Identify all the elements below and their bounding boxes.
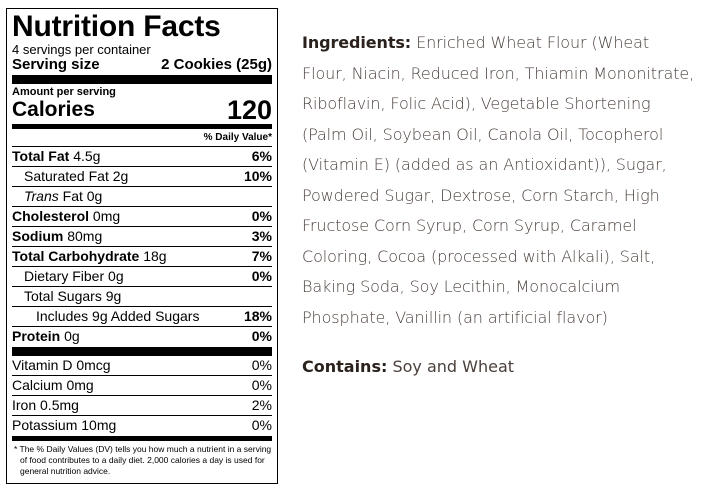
calories-value: 120	[226, 95, 272, 125]
ingredients-paragraph: Ingredients: Enriched Wheat Flour (Wheat…	[302, 28, 698, 333]
total-carb-pct: 7%	[251, 248, 272, 264]
cholesterol-amount: 0mg	[92, 208, 121, 224]
dietary-fiber-row: Dietary Fiber 0g 0%	[12, 267, 272, 287]
ingredients-label: Ingredients:	[302, 33, 412, 52]
added-sugars-pct: 18%	[243, 308, 272, 324]
total-fat-label: Total Fat	[12, 148, 70, 164]
footnote-divider	[12, 436, 272, 441]
contains-paragraph: Contains: Soy and Wheat	[302, 352, 698, 382]
saturated-fat-amount: 2g	[112, 168, 129, 184]
calcium-label: Calcium 0mg	[12, 377, 94, 393]
vitamin-d-label: Vitamin D 0mcg	[12, 357, 111, 373]
total-carb-amount: 18g	[143, 248, 167, 264]
protein-pct: 0%	[251, 328, 272, 344]
amount-per-serving: Amount per serving	[12, 86, 116, 98]
cholesterol-pct: 0%	[251, 208, 272, 224]
dietary-fiber-amount: 0g	[108, 268, 124, 284]
trans-fat-amount: 0g	[86, 188, 103, 204]
potassium-label: Potassium 10mg	[12, 417, 117, 433]
total-fat-amount: 4.5g	[73, 148, 101, 164]
serving-size-value: 2 Cookies (25g)	[161, 56, 272, 73]
daily-value-header: % Daily Value*	[12, 129, 272, 147]
protein-row: Protein 0g 0%	[12, 327, 272, 347]
vitamin-d-pct: 0%	[251, 357, 272, 373]
calcium-pct: 0%	[251, 377, 272, 393]
servings-per-container: 4 servings per container	[12, 42, 151, 57]
iron-label: Iron 0.5mg	[12, 397, 79, 413]
protein-amount: 0g	[64, 328, 80, 344]
trans-fat-label-italic: Trans	[24, 188, 59, 204]
iron-pct: 2%	[251, 397, 272, 413]
sodium-amount: 80mg	[67, 228, 103, 244]
trans-fat-label: Fat	[62, 188, 83, 204]
contains-label: Contains:	[302, 357, 388, 376]
protein-label: Protein	[12, 328, 61, 344]
total-carb-label: Total Carbohydrate	[12, 248, 140, 264]
added-sugars-row: Includes 9g Added Sugars 18%	[12, 307, 272, 327]
total-fat-pct: 6%	[251, 148, 272, 164]
calories-row: Calories 120	[12, 95, 272, 125]
dietary-fiber-pct: 0%	[251, 268, 272, 284]
saturated-fat-label: Saturated Fat	[24, 168, 109, 184]
nutrition-facts-title: Nutrition Facts	[12, 10, 221, 43]
trans-fat-row: Trans Fat 0g	[12, 187, 272, 207]
sodium-pct: 3%	[251, 228, 272, 244]
medium-divider	[12, 124, 272, 129]
sodium-label: Sodium	[12, 228, 64, 244]
potassium-row: Potassium 10mg 0%	[12, 416, 272, 436]
saturated-fat-pct: 10%	[243, 168, 272, 184]
total-sugars-label: Total Sugars	[24, 288, 102, 304]
daily-value-footnote: * The % Daily Values (DV) tells you how …	[14, 444, 272, 476]
cholesterol-label: Cholesterol	[12, 208, 90, 224]
potassium-pct: 0%	[251, 417, 272, 433]
cholesterol-row: Cholesterol 0mg 0%	[12, 207, 272, 227]
total-sugars-amount: 9g	[105, 288, 122, 304]
nutrition-facts-panel: Nutrition Facts 4 servings per container…	[6, 8, 278, 484]
ingredients-text: Enriched Wheat Flour (Wheat Flour, Niaci…	[302, 33, 695, 327]
contains-text: Soy and Wheat	[392, 357, 515, 376]
vitamin-d-row: Vitamin D 0mcg 0%	[12, 356, 272, 376]
calcium-row: Calcium 0mg 0%	[12, 376, 272, 396]
vitamins-divider	[12, 347, 272, 356]
serving-size-row: Serving size 2 Cookies (25g)	[12, 57, 272, 75]
total-sugars-row: Total Sugars 9g	[12, 287, 272, 307]
thick-divider	[12, 75, 272, 84]
serving-size-label: Serving size	[12, 56, 100, 73]
sodium-row: Sodium 80mg 3%	[12, 227, 272, 247]
total-carb-row: Total Carbohydrate 18g 7%	[12, 247, 272, 267]
calories-label: Calories	[12, 98, 95, 121]
saturated-fat-row: Saturated Fat 2g 10%	[12, 167, 272, 187]
iron-row: Iron 0.5mg 2%	[12, 396, 272, 416]
dietary-fiber-label: Dietary Fiber	[24, 268, 105, 284]
added-sugars-label: Includes 9g Added Sugars	[36, 308, 200, 324]
total-fat-row: Total Fat 4.5g 6%	[12, 147, 272, 167]
